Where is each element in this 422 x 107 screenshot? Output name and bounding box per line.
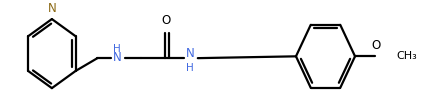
Text: N: N <box>113 51 122 64</box>
Text: CH₃: CH₃ <box>396 51 417 61</box>
Text: N: N <box>48 1 56 15</box>
Text: N: N <box>186 47 194 60</box>
Text: O: O <box>371 39 380 52</box>
Text: H: H <box>186 63 194 73</box>
Text: O: O <box>162 14 171 27</box>
Text: H: H <box>113 44 121 54</box>
